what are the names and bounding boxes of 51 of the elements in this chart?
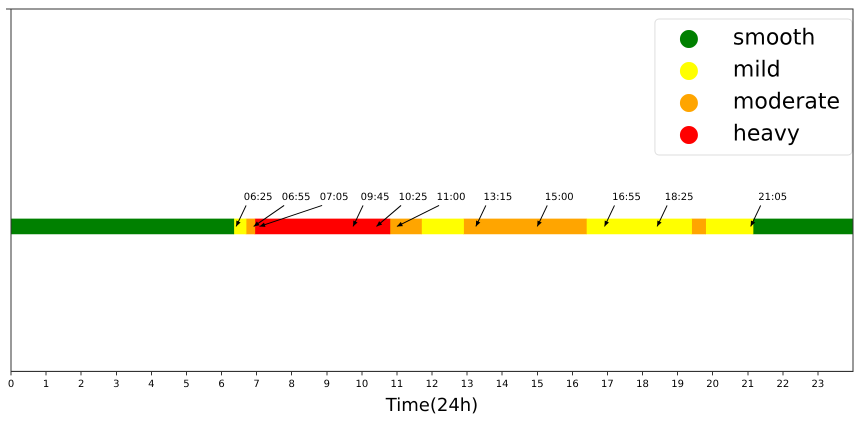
bar [705, 218, 754, 234]
annotation: 07:05 [320, 192, 349, 204]
bar [233, 218, 246, 234]
bar [463, 218, 587, 234]
bar [752, 218, 853, 234]
annotation: 11:00 [436, 192, 466, 204]
x-tick-label: 9 [324, 378, 330, 390]
annotation: 06:25 [244, 192, 273, 204]
x-tick-label: 0 [8, 378, 14, 390]
bar [421, 218, 464, 234]
x-tick-label: 4 [148, 378, 155, 390]
x-tick-label: 16 [566, 378, 579, 390]
x-tick-label: 8 [288, 378, 295, 390]
x-tick-label: 6 [218, 378, 225, 390]
legend-label: heavy [732, 122, 800, 147]
x-tick-label: 12 [426, 378, 438, 390]
x-tick-label: 17 [601, 378, 614, 390]
x-axis-title: Time(24h) [384, 394, 478, 416]
x-tick-label: 5 [183, 378, 190, 390]
x-tick-label: 14 [496, 378, 509, 390]
x-tick-label: 10 [355, 378, 368, 390]
x-tick-label: 21 [741, 378, 754, 390]
x-tick-label: 15 [530, 378, 544, 390]
x-tick-label: 3 [113, 378, 120, 390]
annotation: 15:00 [544, 192, 574, 204]
x-tick-label: 22 [776, 378, 790, 390]
x-tick-label: 7 [253, 378, 260, 390]
x-tick-label: 2 [78, 378, 84, 390]
x-tick-label: 18 [636, 378, 649, 390]
annotation: 10:25 [398, 192, 428, 204]
bar [254, 218, 390, 234]
annotation: 16:55 [612, 192, 641, 204]
legend-label: moderate [732, 90, 840, 115]
x-tick-label: 13 [460, 378, 474, 390]
bar [390, 218, 422, 234]
bar [246, 218, 256, 234]
annotation: 09:45 [360, 192, 390, 204]
annotation: 06:55 [282, 192, 311, 204]
annotation: 13:15 [483, 192, 512, 204]
x-tick-label: 23 [812, 378, 824, 390]
bar [691, 218, 706, 234]
x-tick-label: 20 [706, 378, 720, 390]
legend-label: smooth [732, 26, 816, 51]
legend-label: mild [732, 58, 781, 83]
annotation: 21:05 [758, 192, 788, 204]
x-tick-label: 1 [42, 378, 50, 390]
bar [11, 218, 234, 234]
annotation: 18:25 [664, 192, 694, 204]
bar [586, 218, 692, 234]
x-tick-label: 11 [390, 378, 404, 390]
x-tick-label: 19 [671, 378, 684, 390]
